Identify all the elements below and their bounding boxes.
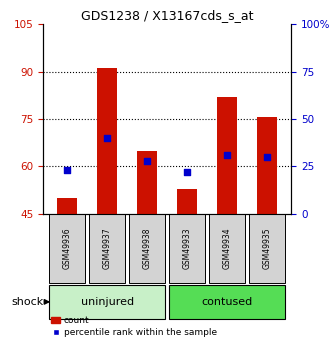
Point — [184, 169, 190, 175]
Text: GSM49937: GSM49937 — [103, 228, 112, 269]
Point — [264, 154, 270, 160]
Text: GSM49933: GSM49933 — [183, 228, 192, 269]
Bar — [49, 214, 85, 283]
Bar — [57, 198, 77, 214]
Bar — [137, 151, 157, 214]
Bar — [89, 214, 125, 283]
Text: uninjured: uninjured — [80, 297, 134, 307]
Point — [105, 135, 110, 141]
Point — [65, 167, 70, 173]
Point — [145, 158, 150, 164]
Bar — [249, 214, 285, 283]
Text: shock: shock — [12, 297, 44, 307]
Bar — [177, 189, 197, 214]
Title: GDS1238 / X13167cds_s_at: GDS1238 / X13167cds_s_at — [81, 9, 254, 22]
Bar — [97, 68, 117, 214]
Bar — [169, 285, 285, 319]
Bar — [209, 214, 245, 283]
Text: GSM49938: GSM49938 — [143, 228, 152, 269]
Text: contused: contused — [202, 297, 253, 307]
Text: GSM49936: GSM49936 — [63, 228, 71, 269]
Bar — [217, 97, 237, 214]
Point — [224, 152, 230, 158]
Text: GSM49935: GSM49935 — [263, 228, 272, 269]
Bar — [49, 285, 165, 319]
Bar — [169, 214, 205, 283]
Legend: count, percentile rank within the sample: count, percentile rank within the sample — [48, 313, 220, 341]
Text: GSM49934: GSM49934 — [223, 228, 232, 269]
Bar — [129, 214, 165, 283]
Bar — [257, 117, 277, 214]
